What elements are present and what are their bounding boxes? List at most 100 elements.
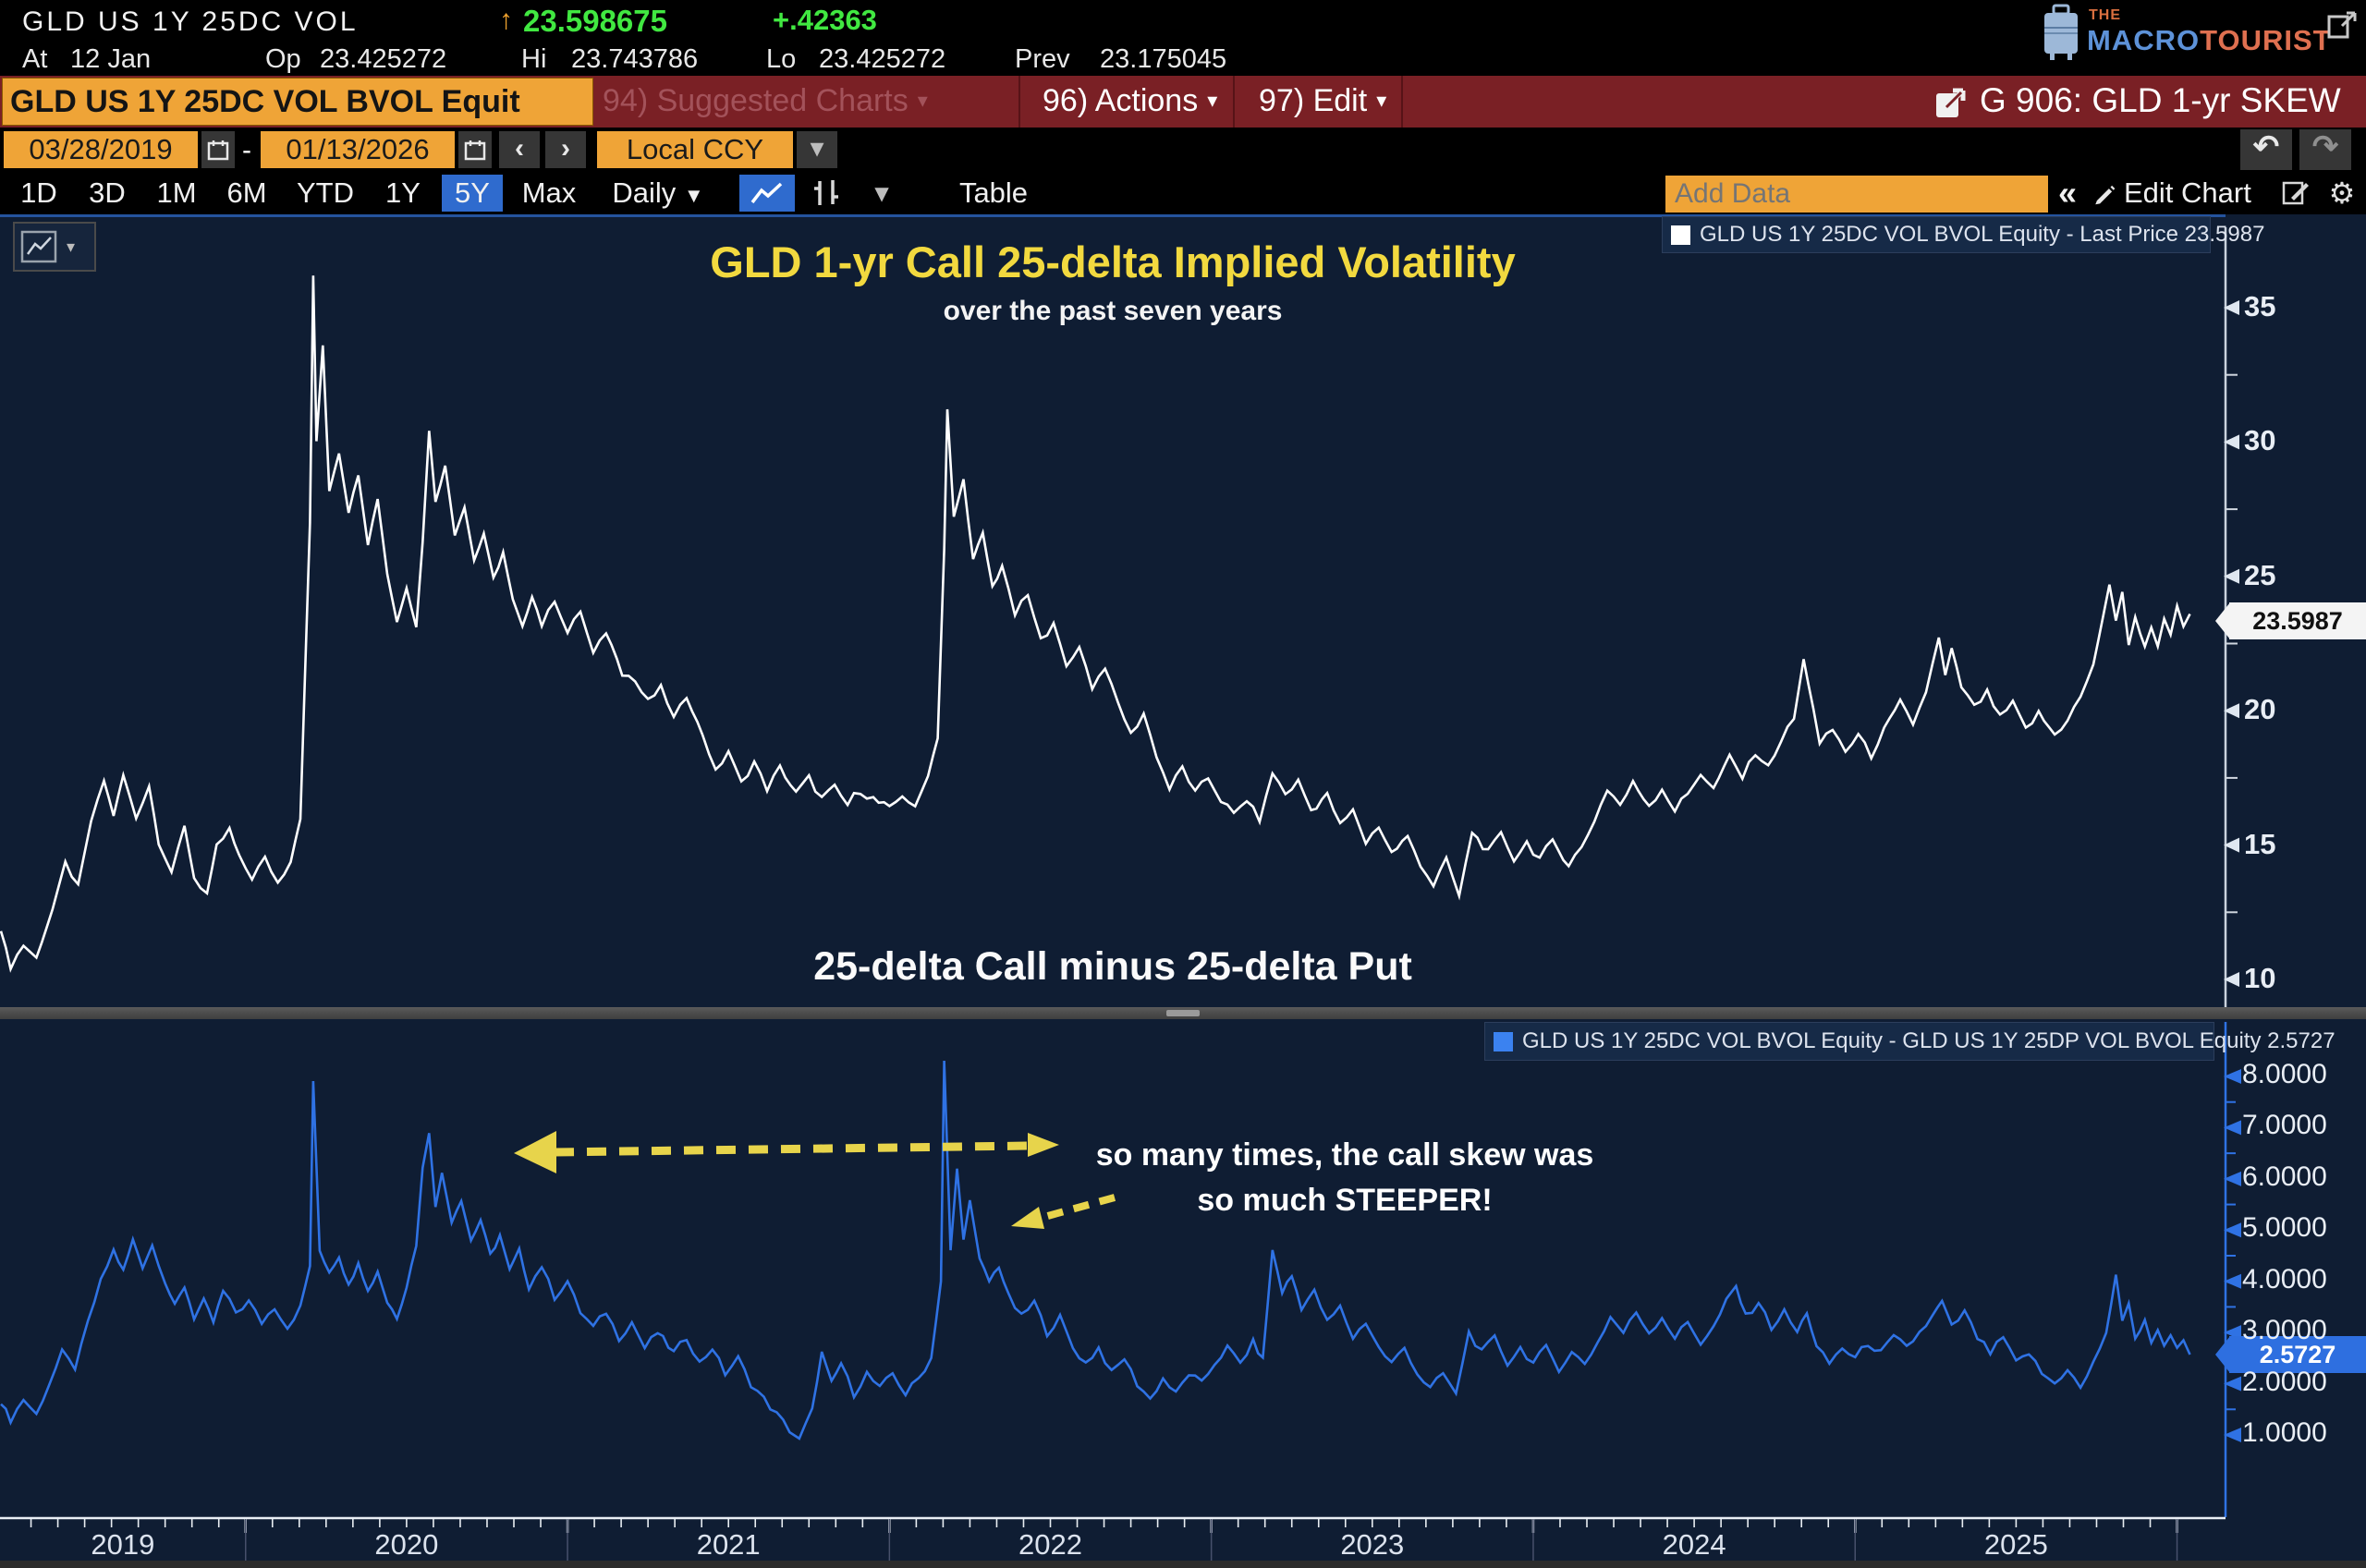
bottom-y-tick-label: 7.0000 [2242, 1110, 2327, 1141]
high-value: 23.743786 [571, 44, 699, 74]
short-arrow-head [1011, 1207, 1044, 1229]
prev-label: Prev [1015, 44, 1070, 74]
quote-change: +.42363 [773, 4, 877, 36]
chart-tag-title: G 906: GLD 1-yr SKEW [1980, 81, 2341, 119]
redo-icon: ↷ [2311, 129, 2339, 164]
bottom-y-tick-label: 4.0000 [2242, 1263, 2327, 1295]
at-value: 12 Jan [70, 44, 152, 74]
low-label: Lo [766, 44, 797, 74]
long-arrow-left-head [514, 1131, 556, 1173]
period-5y-selected[interactable]: 5Y [442, 175, 503, 212]
top-y-tick-label: 35 [2244, 290, 2276, 322]
chart-title: GLD 1-yr Call 25-delta Implied Volatilit… [710, 237, 1516, 286]
edit-menu[interactable]: 97) Edit ▾ [1259, 83, 1387, 118]
currency-select[interactable]: Local CCY [597, 131, 793, 168]
caret-down-icon: ▼ [683, 184, 704, 207]
end-calendar-icon[interactable] [458, 131, 492, 168]
annotation-line2: so much STEEPER! [1197, 1183, 1493, 1218]
period-max[interactable]: Max [521, 176, 577, 209]
undo-button[interactable]: ↶ [2240, 129, 2292, 170]
annotation-arrows [514, 1131, 1116, 1229]
open-value: 23.425272 [320, 44, 447, 74]
last-price-tag-bottom: 2.5727 [2215, 1336, 2366, 1373]
start-calendar-icon[interactable] [201, 131, 235, 168]
bottom-y-tick-label: 2.0000 [2242, 1366, 2327, 1397]
redo-button[interactable]: ↷ [2299, 129, 2351, 170]
brand-tourist: TOURIST [2200, 24, 2332, 56]
low-value: 23.425272 [819, 44, 946, 74]
bottom-y-tick-label: 1.0000 [2242, 1417, 2327, 1448]
end-date-field[interactable]: 01/13/2026 [261, 131, 455, 168]
pencil-icon [2095, 185, 2116, 205]
divider-drag-handle[interactable] [1166, 1010, 1200, 1016]
collapse-panel-button[interactable]: « [2046, 175, 2089, 212]
undo-icon: ↶ [2252, 129, 2280, 164]
bottom-y-tick-label: 3.0000 [2242, 1315, 2327, 1346]
quote-detail-bar: At 12 Jan Op 23.425272 Hi 23.743786 Lo 2… [0, 41, 2366, 76]
legend-swatch-white [1671, 225, 1690, 245]
menu-separator [1018, 76, 1020, 128]
start-date-field[interactable]: 03/28/2019 [4, 131, 198, 168]
mini-line-chart-icon [20, 230, 57, 263]
date-bar: 03/28/2019 - 01/13/2026 ‹ › Local CCY ▾ … [0, 128, 2366, 172]
chevron-down-icon: ▾ [810, 133, 824, 164]
suggested-charts-menu[interactable]: 94) Suggested Charts ▾ [603, 83, 928, 118]
popout-icon[interactable] [2327, 9, 2359, 45]
quote-last-price: 23.598675 [523, 4, 667, 38]
chevron-right-icon: › [561, 133, 570, 164]
chart-subtitle: over the past seven years [943, 296, 1283, 326]
export-icon[interactable] [1933, 85, 1969, 125]
panel-divider[interactable] [0, 1007, 2366, 1019]
menu-separator [1401, 76, 1403, 128]
table-button[interactable]: Table [958, 176, 1029, 209]
edit-chart-button[interactable]: Edit Chart [2092, 175, 2270, 212]
x-year-label: 2021 [696, 1528, 761, 1561]
settings-button[interactable]: ⚙ [2322, 175, 2362, 212]
collapse-icon: « [2057, 174, 2078, 212]
period-1d[interactable]: 1D [20, 176, 57, 209]
bottom-y-tick-label: 8.0000 [2242, 1058, 2327, 1089]
bottom-window-strip [0, 1561, 2366, 1568]
bottom-y-tick-label: 6.0000 [2242, 1161, 2327, 1192]
chart-plot-area[interactable]: ▾ GLD 1-yr Call 25-delta Implied Volatil… [0, 214, 2366, 1568]
at-label: At [22, 44, 48, 74]
annotate-button[interactable] [2274, 175, 2318, 212]
gear-icon: ⚙ [2328, 176, 2356, 210]
actions-menu[interactable]: 96) Actions ▾ [1043, 83, 1218, 118]
top-y-tick-label: 25 [2244, 558, 2276, 591]
period-3d[interactable]: 3D [89, 176, 126, 209]
quote-ticker: GLD US 1Y 25DC VOL [22, 6, 359, 37]
brand-name: MACROTOURIST [2087, 24, 2332, 57]
x-year-label: 2024 [1662, 1528, 1726, 1561]
period-1m[interactable]: 1M [156, 176, 197, 209]
ohlc-bars-icon [814, 180, 838, 205]
chart-type-caret-button[interactable]: ▾ [860, 175, 904, 212]
panel-chart-type-button[interactable]: ▾ [13, 222, 96, 272]
bottom-y-tick-label: 5.0000 [2242, 1212, 2327, 1244]
top-y-tick-label: 10 [2244, 962, 2276, 994]
quote-bar: GLD US 1Y 25DC VOL ↑ 23.598675 +.42363 [0, 0, 2366, 41]
scroll-right-button[interactable]: › [545, 131, 586, 168]
chevron-left-icon: ‹ [515, 133, 524, 164]
security-field[interactable]: GLD US 1Y 25DC VOL BVOL Equit [2, 78, 593, 126]
add-data-input[interactable] [1665, 176, 2048, 213]
period-6m[interactable]: 6M [226, 176, 267, 209]
annotation-line1: so many times, the call skew was [1095, 1137, 1594, 1173]
legend-top[interactable]: GLD US 1Y 25DC VOL BVOL Equity - Last Pr… [1662, 216, 2264, 253]
scroll-left-button[interactable]: ‹ [499, 131, 540, 168]
legend-bottom[interactable]: GLD US 1Y 25DC VOL BVOL Equity - GLD US … [1484, 1022, 2336, 1061]
menu-separator [1233, 76, 1235, 128]
suitcase-logo-icon [2041, 4, 2081, 67]
period-ytd[interactable]: YTD [297, 176, 354, 209]
frequency-select[interactable]: Daily ▼ [612, 176, 704, 209]
legend-top-text: GLD US 1Y 25DC VOL BVOL Equity - Last Pr… [1700, 222, 2265, 247]
bar-chart-type-button[interactable] [800, 175, 852, 212]
currency-caret-button[interactable]: ▾ [797, 131, 837, 168]
high-label: Hi [521, 44, 547, 74]
annotate-icon [2282, 181, 2309, 205]
line-chart-type-button[interactable] [739, 175, 795, 212]
brand-the: THE [2089, 7, 2121, 23]
period-1y[interactable]: 1Y [385, 176, 421, 209]
menu-bar: GLD US 1Y 25DC VOL BVOL Equit 94) Sugges… [0, 76, 2366, 128]
